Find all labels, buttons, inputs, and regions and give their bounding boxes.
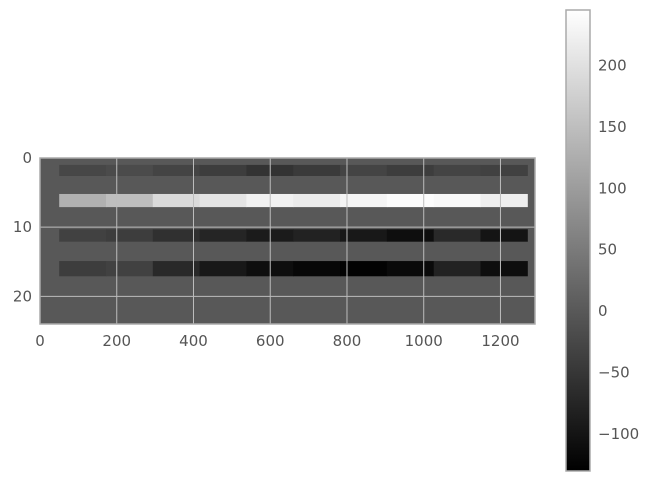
plot-frame	[39, 157, 536, 325]
colorbar-tick-label: 100	[598, 179, 627, 197]
heatmap-cell	[199, 193, 247, 208]
x-axis-tick-labels: 0 200 400 600 800 1000 1200	[35, 332, 519, 350]
heatmap-cell	[59, 193, 107, 208]
heatmap-cell	[106, 261, 154, 277]
heatmap-image	[40, 158, 535, 324]
x-tick-label: 0	[35, 332, 45, 350]
heatmap-cell	[199, 229, 247, 242]
x-tick-label: 200	[102, 332, 131, 350]
heatmap-cell	[386, 164, 435, 176]
heatmap-cell	[340, 261, 388, 277]
y-axis-tick-labels: 0 10 20	[13, 149, 32, 305]
heatmap-cell	[340, 164, 388, 176]
heatmap-cell	[293, 164, 341, 176]
colorbar	[565, 9, 591, 472]
colorbar-tick-label: 0	[598, 302, 608, 320]
heatmap-cell	[59, 164, 107, 176]
heatmap-cell	[340, 229, 388, 242]
heatmap-cell	[59, 261, 107, 277]
heatmap-cell	[433, 261, 482, 277]
colorbar-tick-label: 200	[598, 56, 627, 74]
heatmap-cell	[340, 193, 388, 208]
heatmap-cell	[433, 164, 482, 176]
heatmap-cell	[106, 164, 154, 176]
colorbar-tick-labels: 200 150 100 50 0 −50 −100	[598, 56, 639, 443]
heatmap-cell	[152, 193, 201, 208]
heatmap-cell	[199, 164, 247, 176]
heatmap-cell	[433, 229, 482, 242]
x-tick-label: 600	[256, 332, 285, 350]
heatmap-cell	[386, 229, 435, 242]
colorbar-tick-label: 150	[598, 118, 627, 136]
heatmap-cell	[293, 261, 341, 277]
heatmap-cell	[433, 193, 482, 208]
heatmap-cell	[480, 193, 528, 208]
heatmap-cell	[386, 193, 435, 208]
heatmap-cell	[152, 229, 201, 242]
heatmap-cell	[59, 229, 107, 242]
heatmap-cell	[152, 261, 201, 277]
heatmap-cell	[293, 229, 341, 242]
heatmap-cell	[480, 164, 528, 176]
colorbar-tick-label: −100	[598, 425, 639, 443]
y-tick-label: 20	[13, 287, 32, 305]
heatmap-cell	[152, 164, 201, 176]
x-tick-label: 1200	[481, 332, 519, 350]
y-tick-label: 0	[22, 149, 32, 167]
colorbar-tick-label: −50	[598, 364, 630, 382]
x-tick-label: 800	[333, 332, 362, 350]
y-tick-label: 10	[13, 218, 32, 236]
colorbar-tick-label: 50	[598, 241, 617, 259]
heatmap-cell	[106, 193, 154, 208]
heatmap-cell	[480, 261, 528, 277]
heatmap-cell	[199, 261, 247, 277]
x-tick-label: 1000	[405, 332, 443, 350]
heatmap-cell	[480, 229, 528, 242]
x-tick-label: 400	[179, 332, 208, 350]
heatmap-cell	[293, 193, 341, 208]
heatmap-cell	[386, 261, 435, 277]
heatmap-cell	[106, 229, 154, 242]
